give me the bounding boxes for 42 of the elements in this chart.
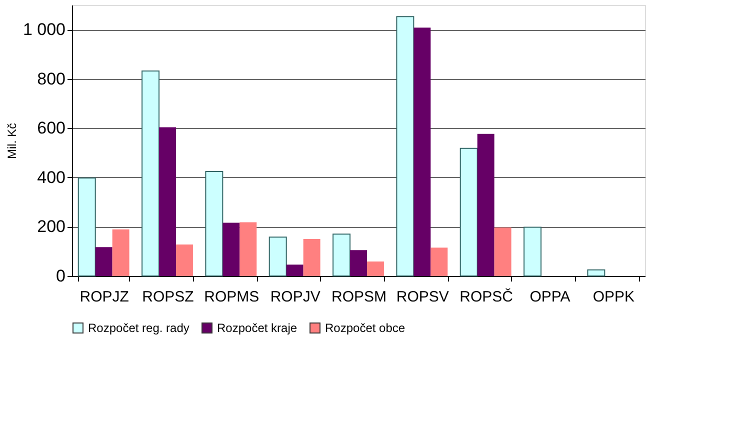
x-tick-label: ROPJZ [80,288,129,306]
bar [477,134,494,276]
x-tick-label: ROPSV [396,288,449,306]
bar [240,222,257,276]
x-tick-label: ROPJV [270,288,320,306]
x-tick-label: OPPA [530,288,570,306]
bar [332,234,351,276]
x-tick-label: ROPSČ [460,288,514,306]
y-tick-label: 600 [37,118,66,138]
bar [587,269,606,276]
bar [350,250,367,276]
legend-label: Rozpočet reg. rady [88,321,190,335]
y-tick-label: 200 [37,217,66,236]
bar [430,248,448,276]
y-tick-label: 400 [37,168,66,187]
bar [460,148,478,276]
bar [524,226,542,276]
bar [414,28,431,276]
bar [205,171,224,276]
bar [268,236,287,276]
x-tick-label: OPPK [592,288,635,306]
x-tick-label: ROPSZ [142,288,194,306]
x-tick-label: ROPSM [331,288,387,306]
bar [303,239,320,276]
bar [494,227,512,276]
x-tick-label: ROPMS [204,288,260,306]
bar [159,127,176,276]
bar [95,247,112,276]
legend-label: Rozpočet kraje [217,321,298,335]
bar [78,177,96,276]
bar [286,264,304,276]
y-axis-title: Mil. Kč [4,123,19,159]
bar [112,229,130,276]
bar [396,16,414,276]
bar [366,261,384,276]
bar [222,222,240,276]
y-tick-label: 0 [56,266,66,286]
y-tick-label: 1 000 [22,20,66,40]
bar [176,244,193,276]
y-tick-label: 800 [37,69,66,88]
bar [142,70,160,276]
legend-label: Rozpočet obce [325,321,406,335]
